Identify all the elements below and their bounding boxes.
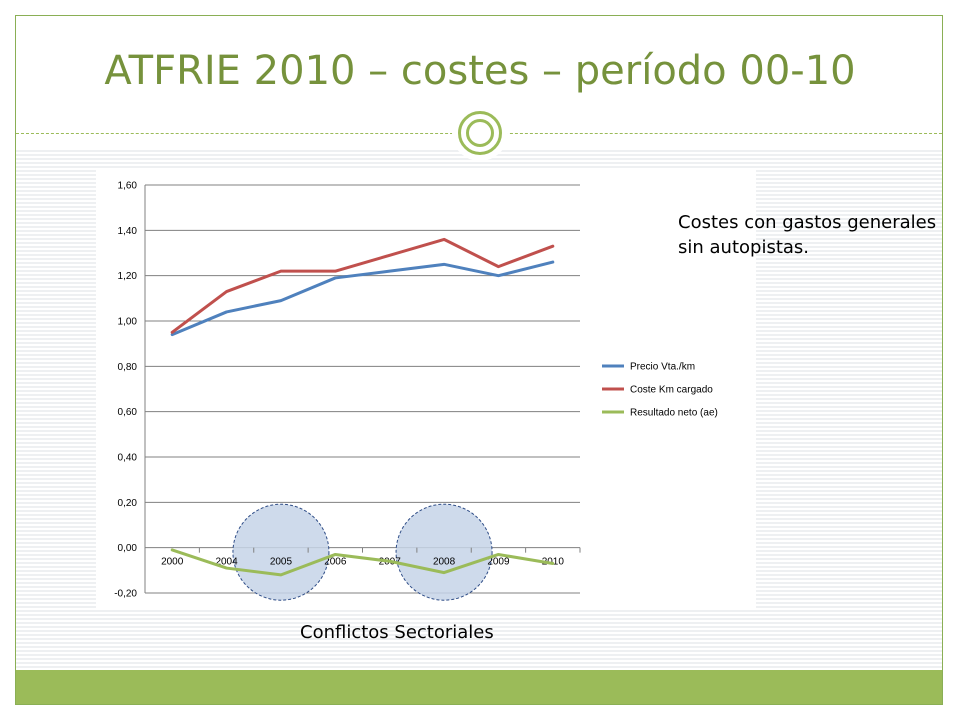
y-tick-label: 0,40 xyxy=(118,453,138,464)
x-tick-label: 2009 xyxy=(487,557,510,568)
line-chart: -0,20 0,00 0,20 0,40 0,60 0,80 1,00 1,20 1,40 1,6… xyxy=(114,181,718,601)
series-line-1 xyxy=(170,237,555,334)
y-tick-label: 1,60 xyxy=(118,181,138,192)
x-tick-label: 2000 xyxy=(161,557,184,568)
footer-bar xyxy=(16,670,942,704)
y-tick-label: -0,20 xyxy=(114,589,137,600)
x-tick-label: 2004 xyxy=(215,557,238,568)
series-line-0 xyxy=(170,260,555,337)
y-tick-label: 1,40 xyxy=(118,226,138,237)
y-tick-label: 0,80 xyxy=(118,362,138,373)
chart-panel: -0,20 0,00 0,20 0,40 0,60 0,80 1,00 1,20 1,40 1,6… xyxy=(96,168,756,608)
legend-label: Coste Km cargado xyxy=(630,385,713,396)
ring-ornament-icon xyxy=(452,105,508,161)
highlight-caption: Conflictos Sectoriales xyxy=(300,622,494,643)
slide-frame xyxy=(15,15,943,705)
legend-label: Precio Vta./km xyxy=(630,362,695,373)
highlight-circle xyxy=(395,503,493,601)
series-line-2 xyxy=(170,548,555,577)
y-tick-label: 0,20 xyxy=(118,498,138,509)
chart-note: Costes con gastos generales sin autopist… xyxy=(678,212,937,258)
y-tick-label: 1,20 xyxy=(118,271,138,282)
x-tick-label: 2005 xyxy=(270,557,293,568)
legend-label: Resultado neto (ae) xyxy=(630,408,718,419)
x-tick-label: 2008 xyxy=(433,557,456,568)
y-tick-label: 1,00 xyxy=(118,317,138,328)
slide-title: ATFRIE 2010 – costes – período 00-10 xyxy=(104,48,856,94)
x-tick-label: 2006 xyxy=(324,557,347,568)
y-tick-label: 0,00 xyxy=(118,543,138,554)
highlight-circle xyxy=(232,503,330,601)
y-tick-label: 0,60 xyxy=(118,407,138,418)
